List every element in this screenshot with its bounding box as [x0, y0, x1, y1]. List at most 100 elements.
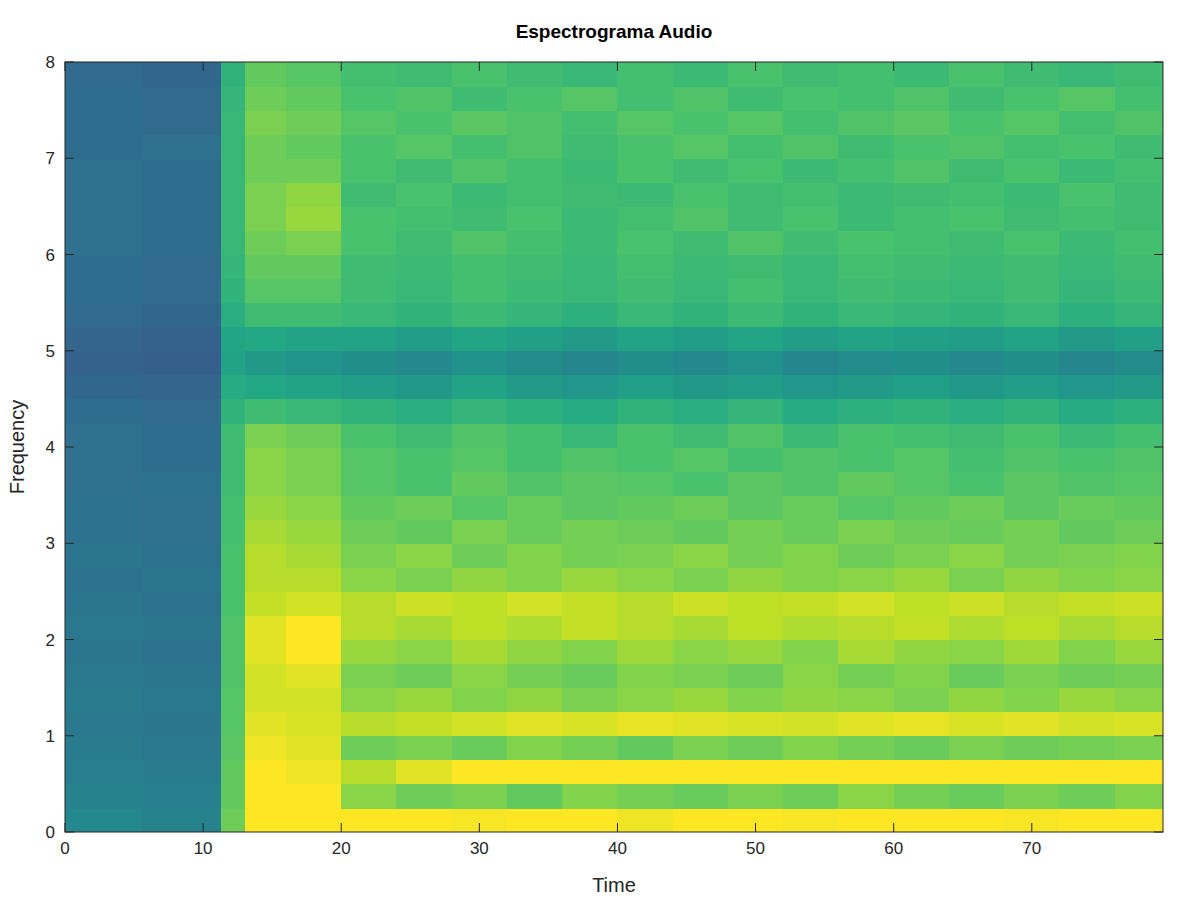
cell: [562, 471, 618, 496]
cell: [452, 760, 508, 785]
cell: [1115, 230, 1163, 255]
cell: [1059, 447, 1115, 472]
y-tick: [65, 62, 74, 63]
cell: [396, 182, 452, 207]
cell: [396, 640, 452, 665]
cell: [949, 399, 1005, 424]
cell: [673, 640, 729, 665]
cell: [396, 110, 452, 135]
cell: [562, 230, 618, 255]
cell: [1059, 279, 1115, 304]
cell: [245, 712, 287, 737]
cell: [1004, 327, 1060, 352]
y-tick-label: 4: [46, 438, 55, 457]
cell: [245, 591, 287, 616]
cell: [894, 206, 950, 231]
cell: [838, 375, 894, 400]
x-tick: [65, 823, 66, 832]
cell: [65, 110, 143, 135]
cell: [949, 640, 1005, 665]
cell: [1115, 158, 1163, 183]
cell: [245, 303, 287, 328]
cell: [728, 591, 784, 616]
cell: [562, 134, 618, 159]
cell: [673, 86, 729, 111]
cell: [783, 158, 839, 183]
cell: [949, 784, 1005, 809]
cell: [142, 808, 221, 832]
cell: [562, 736, 618, 761]
cell: [65, 712, 143, 737]
cell: [221, 423, 245, 448]
cell: [245, 110, 287, 135]
cell: [452, 591, 508, 616]
cell: [245, 519, 287, 544]
cell: [142, 543, 221, 568]
x-tick-top: [893, 62, 894, 71]
cell: [286, 447, 342, 472]
cell: [286, 303, 342, 328]
cell: [452, 495, 508, 520]
cell: [1115, 255, 1163, 280]
cell: [65, 808, 143, 832]
cell: [783, 62, 839, 87]
cell: [396, 808, 452, 832]
cell: [245, 230, 287, 255]
cell: [286, 760, 342, 785]
cell: [838, 279, 894, 304]
cell: [1059, 784, 1115, 809]
cell: [1004, 615, 1060, 640]
cell: [65, 182, 143, 207]
cell: [728, 447, 784, 472]
cell: [949, 303, 1005, 328]
cell: [396, 591, 452, 616]
cell: [1004, 640, 1060, 665]
cell: [142, 640, 221, 665]
cell: [1004, 158, 1060, 183]
cell: [617, 399, 673, 424]
cell: [562, 351, 618, 376]
cell: [396, 62, 452, 87]
cell: [1059, 808, 1115, 832]
cell: [452, 230, 508, 255]
cell: [894, 158, 950, 183]
cell: [507, 640, 563, 665]
cell: [221, 640, 245, 665]
cell: [507, 399, 563, 424]
cell: [286, 808, 342, 832]
cell: [507, 303, 563, 328]
cell: [65, 327, 143, 352]
cell: [396, 255, 452, 280]
cell: [286, 86, 342, 111]
cell: [142, 423, 221, 448]
cell: [221, 712, 245, 737]
cell: [617, 182, 673, 207]
cell: [221, 615, 245, 640]
cell: [1115, 543, 1163, 568]
cell: [341, 86, 397, 111]
cell: [245, 495, 287, 520]
cell: [1115, 712, 1163, 737]
cell: [1115, 567, 1163, 592]
cell: [507, 110, 563, 135]
cell: [1059, 688, 1115, 713]
background: [0, 0, 1200, 900]
cell: [1004, 712, 1060, 737]
cell: [286, 158, 342, 183]
cell: [221, 567, 245, 592]
cell: [1004, 423, 1060, 448]
cell: [562, 447, 618, 472]
cell: [341, 230, 397, 255]
cell: [783, 327, 839, 352]
cell: [452, 688, 508, 713]
cell: [1059, 495, 1115, 520]
cell: [783, 110, 839, 135]
cell: [1115, 519, 1163, 544]
cell: [838, 519, 894, 544]
cell: [245, 615, 287, 640]
cell: [396, 447, 452, 472]
cell: [894, 784, 950, 809]
cell: [1004, 134, 1060, 159]
cell: [507, 134, 563, 159]
cell: [617, 760, 673, 785]
